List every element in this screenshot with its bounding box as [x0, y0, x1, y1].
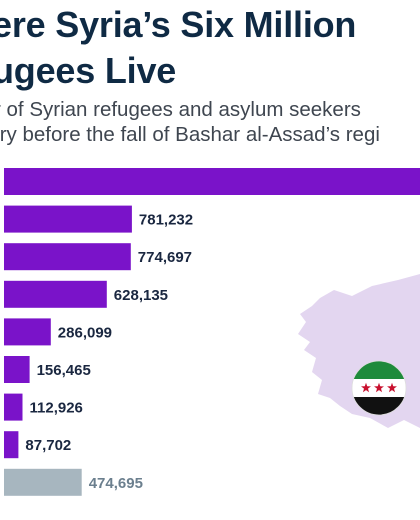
bar-2: [4, 205, 132, 233]
bar-4: [4, 280, 107, 308]
chart-subtitle: r of Syrian refugees and asylum seekers …: [0, 97, 380, 147]
flag-star-2: [374, 382, 384, 393]
bar-8-value-label: 87,702: [25, 437, 71, 454]
subtitle-line-1: r of Syrian refugees and asylum seekers: [0, 98, 361, 121]
bar-1: [4, 168, 420, 195]
flag-stripe-green: [352, 361, 406, 379]
bar-4-value-label: 628,135: [114, 287, 168, 304]
bar-7-value-label: 112,926: [30, 400, 83, 417]
value-labels: 781,232 774,697 628,135 286,099 156,465 112,9…: [25, 212, 193, 492]
bar-7: [4, 393, 23, 421]
subtitle-line-2: try before the fall of Bashar al-Assad’s…: [0, 123, 380, 146]
bar-6: [4, 356, 30, 383]
flag-stripe-black: [352, 397, 406, 415]
bar-2-value-label: 781,232: [139, 212, 193, 229]
bar-other: [4, 468, 82, 496]
bar-6-value-label: 156,465: [37, 362, 91, 379]
title-line-1: ere Syria’s Six Million: [0, 4, 357, 45]
flag-star-1: [361, 382, 371, 393]
chart-title: ere Syria’s Six Million ugees Live: [0, 2, 356, 94]
bar-3: [4, 243, 131, 271]
flag-star-3: [387, 382, 397, 393]
syrian-independence-flag-icon: [351, 360, 407, 416]
bar-5-value-label: 286,099: [58, 324, 112, 341]
title-line-2: ugees Live: [0, 50, 177, 91]
flag-stars: [361, 382, 397, 393]
bars: [4, 168, 420, 496]
bar-3-value-label: 774,697: [138, 249, 192, 266]
bar-8: [4, 431, 19, 459]
bar-5: [4, 318, 51, 346]
bar-other-value-label: 474,695: [89, 475, 143, 492]
